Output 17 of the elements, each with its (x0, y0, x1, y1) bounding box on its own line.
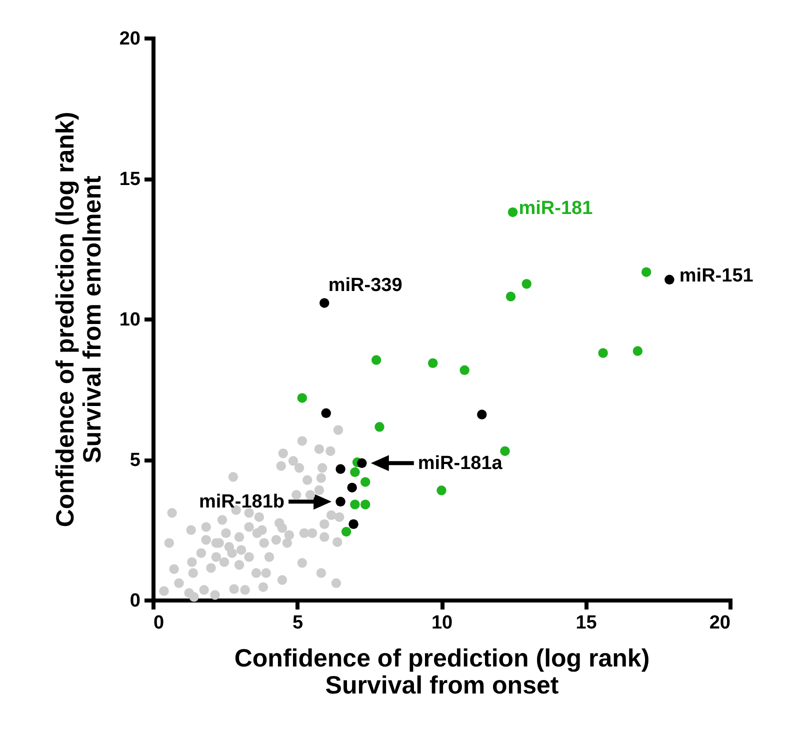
annotation: miR-339 (328, 274, 402, 296)
y-tick-label: 20 (119, 28, 140, 50)
x-tick-label: 10 (431, 612, 453, 634)
y-tick-label: 0 (130, 590, 140, 612)
annotation: miR-151 (679, 266, 754, 287)
y-tick-label: 5 (130, 450, 141, 471)
y-tick-label: 15 (119, 169, 141, 190)
annotation: miR-181a (418, 453, 503, 474)
x-tick-label: 0 (154, 612, 164, 634)
x-axis-title: Confidence of prediction (log rank) Survival from onset (234, 644, 650, 700)
x-tick-label: 5 (292, 612, 304, 634)
y-axis-title: Confidence of prediction (log rank) Survival from enrolment (51, 112, 106, 528)
y-tick-label: 10 (119, 310, 140, 330)
x-tick-label: 20 (709, 612, 730, 634)
annotation: miR-181 (518, 198, 594, 220)
annotation: miR-181b (198, 492, 285, 513)
x-tick-label: 15 (576, 612, 598, 634)
